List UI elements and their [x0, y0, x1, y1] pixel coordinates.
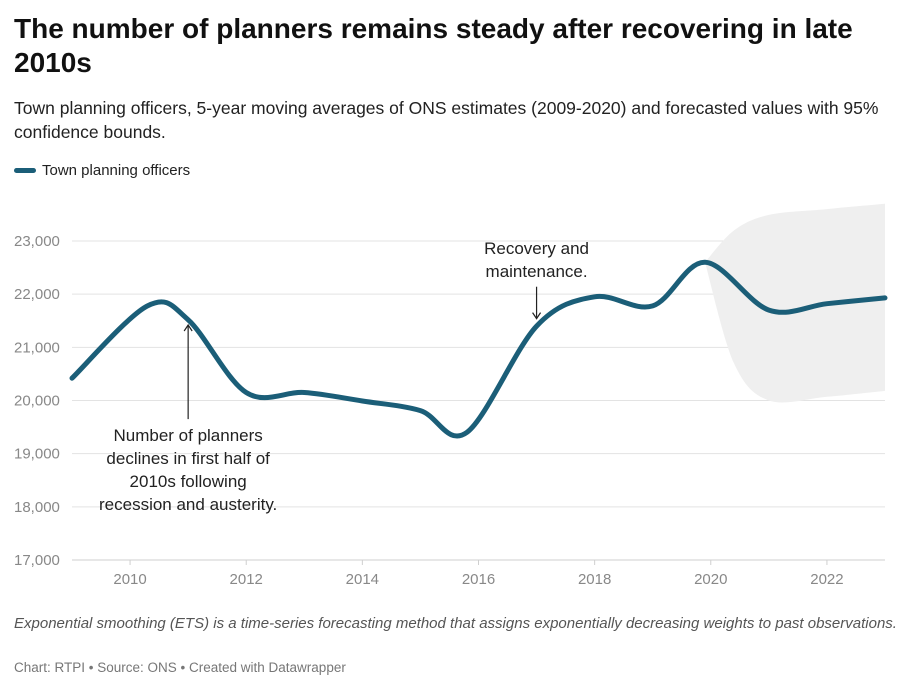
chart-credit: Chart: RTPI • Source: ONS • Created with…: [14, 660, 346, 675]
y-tick-label-19000: 19,000: [14, 446, 60, 463]
x-tick-label-2012: 2012: [230, 571, 263, 588]
annotation-recovery-line-0: Recovery and: [484, 239, 589, 258]
annotation-decline-line-2: 2010s following: [130, 472, 247, 491]
annotation-decline-line-3: recession and austerity.: [99, 495, 277, 514]
annotation-recovery-arrowhead: [532, 312, 542, 320]
x-tick-label-2010: 2010: [113, 571, 146, 588]
x-tick-label-2014: 2014: [346, 571, 379, 588]
annotation-decline-line-1: declines in first half of: [106, 449, 270, 468]
annotation-recovery-line-1: maintenance.: [486, 262, 588, 281]
y-tick-label-22000: 22,000: [14, 286, 60, 303]
confidence-band: [705, 203, 885, 403]
y-tick-label-21000: 21,000: [14, 339, 60, 356]
annotation-decline-line-0: Number of planners: [113, 426, 262, 445]
chart-subtitle: Town planning officers, 5-year moving av…: [14, 98, 879, 142]
legend: Town planning officers: [14, 162, 190, 179]
y-tick-label-17000: 17,000: [14, 552, 60, 569]
y-tick-label-23000: 23,000: [14, 233, 60, 250]
x-tick-label-2020: 2020: [694, 571, 727, 588]
legend-label: Town planning officers: [42, 162, 191, 179]
x-tick-label-2022: 2022: [810, 571, 843, 588]
series-line-0: [69, 259, 888, 439]
chart-title: The number of planners remains steady af…: [14, 13, 853, 78]
x-tick-label-2016: 2016: [462, 571, 495, 588]
footnote: Exponential smoothing (ETS) is a time-se…: [14, 615, 897, 632]
y-tick-label-20000: 20,000: [14, 393, 60, 410]
legend-swatch: [14, 168, 36, 173]
x-tick-label-2018: 2018: [578, 571, 611, 588]
y-tick-label-18000: 18,000: [14, 499, 60, 516]
line-chart: 17,000 18,000 19,000 20,000 21,000 22,000 23,0…: [14, 203, 888, 588]
annotation-decline-arrowhead: [183, 323, 193, 332]
